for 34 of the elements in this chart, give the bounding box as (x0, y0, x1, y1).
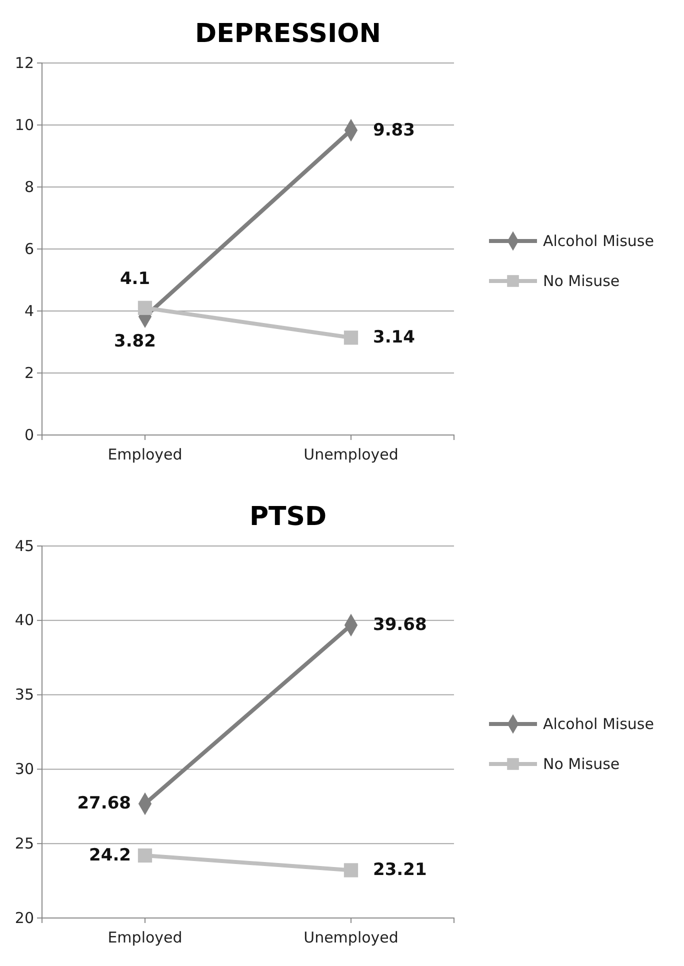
data-label: 27.68 (77, 794, 131, 814)
y-tick-label: 8 (24, 178, 34, 196)
point (344, 863, 358, 878)
data-label: 3.14 (373, 328, 416, 348)
data-label: 9.83 (373, 120, 415, 140)
chart-title: PTSD (249, 502, 327, 532)
y-tick-label: 10 (14, 116, 34, 134)
y-tick-label: 25 (14, 834, 34, 852)
legend-label: No Misuse (543, 272, 620, 290)
data-label: 39.68 (373, 615, 427, 636)
y-tick-label: 12 (14, 54, 34, 72)
legend-label: No Misuse (543, 755, 620, 773)
y-tick-label: 6 (24, 240, 34, 258)
legend-label: Alcohol Misuse (543, 232, 654, 250)
y-tick-label: 20 (14, 908, 34, 927)
x-tick-label: Employed (108, 928, 182, 946)
data-label: 24.2 (89, 846, 131, 866)
legend-label: Alcohol Misuse (543, 715, 654, 733)
y-tick-label: 30 (14, 760, 34, 778)
point (344, 330, 358, 345)
x-tick-label: Unemployed (304, 928, 398, 946)
y-tick-label: 40 (14, 611, 34, 630)
data-label: 23.21 (373, 860, 427, 880)
x-tick-label: Employed (108, 446, 182, 464)
y-tick-label: 45 (14, 536, 34, 555)
x-tick-label: Unemployed (304, 446, 398, 464)
data-label: 4.1 (120, 268, 150, 289)
data-label: 3.82 (114, 332, 156, 352)
y-tick-label: 4 (24, 302, 34, 320)
y-tick-label: 2 (24, 364, 34, 382)
chart-title: DEPRESSION (195, 19, 381, 49)
y-tick-label: 0 (24, 426, 34, 444)
y-tick-label: 35 (14, 686, 34, 704)
point (138, 848, 152, 863)
